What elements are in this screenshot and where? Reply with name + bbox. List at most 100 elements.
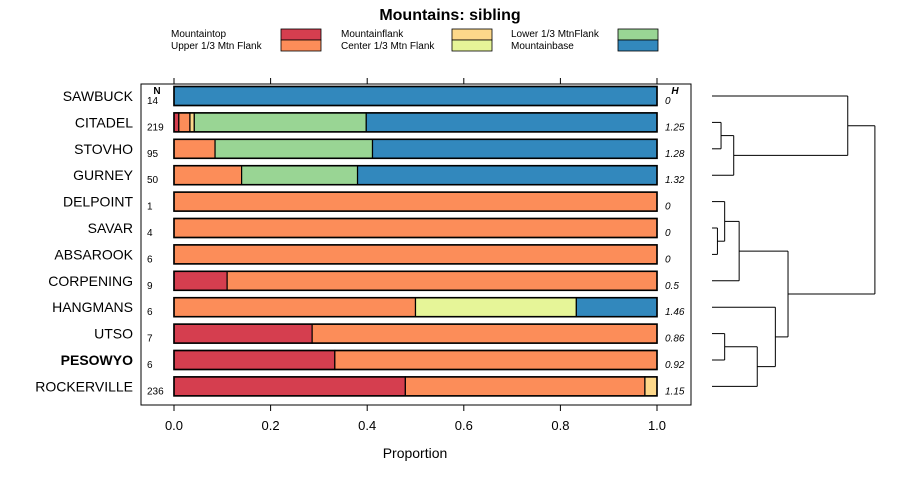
bar-outline-pesowyo <box>173 349 658 371</box>
legend-swatch-mountainflank <box>451 28 493 41</box>
h-value-hangmans: 1.46 <box>665 307 685 318</box>
n-value-savar: 4 <box>147 228 153 239</box>
n-value-citadel: 219 <box>147 122 164 133</box>
row-label-delpoint: DELPOINT <box>63 194 133 210</box>
n-value-utso: 7 <box>147 334 153 345</box>
bar-segment-citadel-mountainbase <box>365 112 658 133</box>
legend-swatch-upper-1-3-mtn-flank <box>280 39 322 52</box>
n-value-stovho: 95 <box>147 149 159 160</box>
x-tick-label-3: 0.6 <box>455 418 473 433</box>
bar-segment-savar-upper-1-3-mtn-flank <box>173 217 658 239</box>
n-value-delpoint: 1 <box>147 202 153 213</box>
bar-segment-rockerville-mountainflank <box>644 376 658 397</box>
bar-segment-citadel-upper-1-3-mtn-flank <box>178 112 191 133</box>
n-value-absarook: 6 <box>147 254 153 265</box>
bar-outline-rockerville <box>173 376 658 397</box>
h-value-gurney: 1.32 <box>665 175 685 186</box>
h-value-pesowyo: 0.92 <box>665 360 685 371</box>
x-tick-label-0: 0.0 <box>165 418 183 433</box>
h-column-header: H <box>671 86 679 97</box>
row-label-sawbuck: SAWBUCK <box>63 88 134 104</box>
bar-outline-corpening <box>173 270 658 292</box>
n-value-gurney: 50 <box>147 175 159 186</box>
bar-segment-absarook-upper-1-3-mtn-flank <box>173 244 658 265</box>
bar-segment-stovho-mountainbase <box>371 138 658 159</box>
row-label-pesowyo: PESOWYO <box>61 352 133 368</box>
bar-segment-delpoint-upper-1-3-mtn-flank <box>173 191 658 212</box>
x-axis-title: Proportion <box>383 445 448 461</box>
chart-title: Mountains: sibling <box>379 7 520 24</box>
x-tick-label-4: 0.8 <box>551 418 569 433</box>
bar-segment-rockerville-upper-1-3-mtn-flank <box>404 376 646 397</box>
legend-label-center-1-3-mtn-flank: Center 1/3 Mtn Flank <box>341 41 435 52</box>
plot-area: N H 14 0 219 1.25 95 1.28 50 1.32 1 0 4 0 6 0 9 0.5 6 1.46 7… <box>140 83 692 406</box>
bar-segment-utso-mountaintop <box>173 323 313 344</box>
row-label-savar: SAVAR <box>88 220 133 236</box>
row-label-absarook: ABSAROOK <box>54 246 133 262</box>
legend-label-mountainflank: Mountainflank <box>341 29 404 40</box>
x-axis: 0.0 0.2 0.4 0.6 0.8 1.0 <box>165 78 666 433</box>
legend-swatch-mountaintop <box>280 28 322 41</box>
bar-outline-sawbuck <box>173 85 658 107</box>
plot-frame <box>140 83 692 406</box>
bar-segment-hangmans-upper-1-3-mtn-flank <box>173 297 417 318</box>
bar-outline-hangmans <box>173 296 658 318</box>
bar-outline-citadel <box>173 112 658 133</box>
h-value-utso: 0.86 <box>665 334 685 345</box>
bar-segment-hangmans-center-1-3-mtn-flank <box>414 297 577 318</box>
x-tick-label-2: 0.4 <box>358 418 376 433</box>
legend-swatch-center-1-3-mtn-flank <box>451 39 493 52</box>
legend-label-mountainbase: Mountainbase <box>511 41 574 52</box>
y-axis: SAWBUCK CITADEL STOVHO GURNEY DELPOINT SAVAR A… <box>35 88 133 394</box>
bar-outline-stovho <box>173 138 658 160</box>
row-label-stovho: STOVHO <box>74 141 133 157</box>
row-label-corpening: CORPENING <box>48 273 133 289</box>
legend-label-mountaintop: Mountaintop <box>171 29 226 40</box>
x-tick-label-1: 0.2 <box>262 418 280 433</box>
bar-segment-corpening-upper-1-3-mtn-flank <box>226 270 658 291</box>
bar-segment-gurney-mountainbase <box>356 165 658 186</box>
n-value-sawbuck: 14 <box>147 96 159 107</box>
bar-segment-citadel-lower-1-3-mtnflank <box>193 112 367 133</box>
h-value-absarook: 0 <box>665 254 671 265</box>
legend: Mountaintop Mountainflank Lower 1/3 MtnFla… <box>171 28 659 52</box>
bar-segment-sawbuck-mountainbase <box>173 85 658 107</box>
row-label-hangmans: HANGMANS <box>52 299 133 315</box>
dendrogram <box>712 95 876 387</box>
legend-swatch-lower-1-3-mtnflank <box>617 28 659 41</box>
row-label-rockerville: ROCKERVILLE <box>35 378 133 394</box>
h-value-delpoint: 0 <box>665 202 671 213</box>
bar-segment-stovho-lower-1-3-mtnflank <box>214 138 374 159</box>
bar-segment-gurney-lower-1-3-mtnflank <box>241 165 359 186</box>
bar-segment-stovho-upper-1-3-mtn-flank <box>173 138 216 159</box>
bar-outline-absarook <box>173 244 658 265</box>
legend-label-lower-1-3-mtnflank: Lower 1/3 MtnFlank <box>511 29 600 40</box>
h-value-stovho: 1.28 <box>665 149 685 160</box>
legend-label-upper-1-3-mtn-flank: Upper 1/3 Mtn Flank <box>171 41 263 52</box>
h-value-sawbuck: 0 <box>665 96 671 107</box>
bar-outline-savar <box>173 217 658 239</box>
bar-segment-rockerville-mountaintop <box>173 376 406 397</box>
bar-outline-delpoint <box>173 191 658 212</box>
bar-segment-gurney-upper-1-3-mtn-flank <box>173 165 243 186</box>
bar-segment-citadel-mountainflank <box>189 112 195 133</box>
bar-segment-utso-upper-1-3-mtn-flank <box>311 323 658 344</box>
n-value-pesowyo: 6 <box>147 360 153 371</box>
h-value-savar: 0 <box>665 228 671 239</box>
n-value-hangmans: 6 <box>147 307 153 318</box>
n-column-header: N <box>153 86 160 97</box>
bar-segment-corpening-mountaintop <box>173 270 228 291</box>
row-label-utso: UTSO <box>94 326 133 342</box>
n-value-rockerville: 236 <box>147 386 164 397</box>
bar-outline-gurney <box>173 164 658 186</box>
bar-segment-pesowyo-upper-1-3-mtn-flank <box>334 349 658 371</box>
n-value-corpening: 9 <box>147 281 153 292</box>
bar-outline-utso <box>173 323 658 344</box>
row-label-gurney: GURNEY <box>73 167 134 183</box>
h-value-rockerville: 1.15 <box>665 386 685 397</box>
bar-segment-hangmans-mountainbase <box>575 297 658 318</box>
legend-swatch-mountainbase <box>617 39 659 52</box>
h-value-corpening: 0.5 <box>665 281 679 292</box>
